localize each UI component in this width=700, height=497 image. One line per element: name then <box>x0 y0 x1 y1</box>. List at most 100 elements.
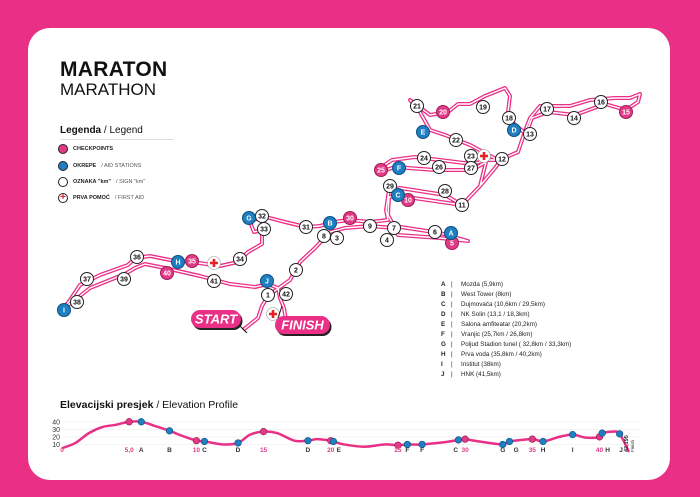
station-label: Salona amfiteatar (20,2km) <box>461 321 537 328</box>
km-marker-circle <box>261 288 275 302</box>
km-marker: 1 <box>261 288 275 302</box>
km-marker: 3 <box>330 231 344 245</box>
checkpoint-icon <box>58 144 68 154</box>
first-aid-cross <box>210 259 218 267</box>
km-marker-label: 4 <box>385 238 389 245</box>
km-marker: 38 <box>70 295 84 309</box>
station-label: HNK (41,5km) <box>461 371 501 378</box>
aid-station-marker: D <box>507 123 521 137</box>
aid-station-marker-label: C <box>395 193 400 200</box>
km-marker-label: 21 <box>413 104 421 111</box>
km-marker-circle <box>279 287 293 301</box>
legend-label-en: / FIRST AID <box>114 195 145 201</box>
page-subtitle: MARATHON <box>60 80 157 99</box>
legend-item-km-sign: OZNAKA "km" / SIGN "km" <box>58 177 145 187</box>
checkpoint-marker: 30 <box>343 211 357 225</box>
checkpoint-marker-circle <box>160 266 174 280</box>
km-marker: 12 <box>495 152 509 166</box>
km-marker-label: 36 <box>133 255 141 262</box>
separator: | <box>451 291 453 298</box>
checkpoint-marker-label: 20 <box>439 110 447 117</box>
km-marker-circle <box>438 184 452 198</box>
km-marker-label: 34 <box>236 257 244 264</box>
aid-station-marker: C <box>391 188 405 202</box>
km-sign-icon <box>58 177 68 187</box>
km-marker-label: 27 <box>467 166 475 173</box>
separator: | <box>451 361 453 368</box>
separator: | <box>451 281 453 288</box>
station-label: West Tower (8km) <box>461 291 512 298</box>
elevation-title-hr: Elevacijski presjek <box>60 399 154 411</box>
km-marker-label: 13 <box>526 132 534 139</box>
station-key: H <box>441 351 446 358</box>
km-marker-circle <box>289 263 303 277</box>
station-key: D <box>441 311 446 318</box>
aid-station-marker-label: D <box>511 128 516 135</box>
km-marker-label: 33 <box>260 227 268 234</box>
km-marker: 36 <box>130 250 144 264</box>
km-marker-circle <box>476 100 490 114</box>
km-marker-circle <box>70 295 84 309</box>
km-marker: 19 <box>476 100 490 114</box>
km-marker-circle <box>410 99 424 113</box>
finish-label: FINISH <box>275 305 332 336</box>
station-label: Vranjic (25,7km / 26,8km) <box>461 331 533 338</box>
km-marker-label: 26 <box>435 165 443 172</box>
aid-station-list: A | Mozda (5,9km) B | West Tower (8km) C | Dujmo… <box>441 280 571 380</box>
legend-label: CHECKPOINTS <box>73 146 114 152</box>
checkpoint-marker-circle <box>343 211 357 225</box>
first-aid-cross <box>480 152 488 160</box>
legend-title-hr: Legenda <box>60 125 102 136</box>
km-marker: 2 <box>289 263 303 277</box>
km-marker-label: 28 <box>441 189 449 196</box>
start-label-pill <box>191 310 241 328</box>
km-marker-circle <box>567 111 581 125</box>
km-marker: 16 <box>594 95 608 109</box>
legend-title-en: / Legend <box>103 125 143 136</box>
legend-item-aid-stations: OKREPE / AID STATIONS <box>58 161 141 171</box>
km-marker-label: 12 <box>498 157 506 164</box>
km-marker-circle <box>455 198 469 212</box>
station-label: Dujmovača (10,6km / 29,5km) <box>461 301 545 308</box>
first-aid-icon <box>266 307 280 321</box>
km-marker: 39 <box>117 272 131 286</box>
km-marker-label: 3 <box>335 236 339 243</box>
checkpoint-marker-label: 5 <box>450 241 454 248</box>
aid-station-marker: E <box>416 125 430 139</box>
station-label: NK Solin (13,1 / 18,3km) <box>461 311 530 318</box>
km-marker: 4 <box>380 233 394 247</box>
km-marker-circle <box>207 274 221 288</box>
checkpoint-marker-label: 35 <box>188 259 196 266</box>
km-marker-circle <box>523 127 537 141</box>
aid-station-marker: F <box>392 161 406 175</box>
start-label: START <box>191 310 248 334</box>
station-row: D | NK Solin (13,1 / 18,3km) <box>441 310 571 320</box>
checkpoint-marker-label: 25 <box>377 168 385 175</box>
km-marker: 13 <box>523 127 537 141</box>
first-aid-icon <box>207 256 221 270</box>
station-key: G <box>441 341 446 348</box>
station-key: A <box>441 281 446 288</box>
km-marker-label: 9 <box>368 224 372 231</box>
km-marker: 9 <box>363 219 377 233</box>
aid-station-marker: I <box>57 303 71 317</box>
km-marker-label: 39 <box>120 277 128 284</box>
separator: | <box>451 351 453 358</box>
legend-divider <box>60 139 174 140</box>
km-marker-circle <box>80 272 94 286</box>
km-marker-circle <box>383 179 397 193</box>
km-marker-circle <box>502 111 516 125</box>
km-marker-label: 18 <box>505 116 513 123</box>
km-marker-label: 29 <box>386 184 394 191</box>
station-key: B <box>441 291 446 298</box>
km-marker-circle <box>130 250 144 264</box>
first-aid-icon <box>477 149 491 163</box>
km-marker-label: 17 <box>543 107 551 114</box>
checkpoint-marker: 25 <box>374 163 388 177</box>
start-label-label: START <box>195 312 238 327</box>
aid-station-marker-label: J <box>265 279 269 286</box>
km-marker-label: 16 <box>597 100 605 107</box>
km-marker: 34 <box>233 252 247 266</box>
km-marker-label: 11 <box>458 203 466 210</box>
station-row: A | Mozda (5,9km) <box>441 280 571 290</box>
